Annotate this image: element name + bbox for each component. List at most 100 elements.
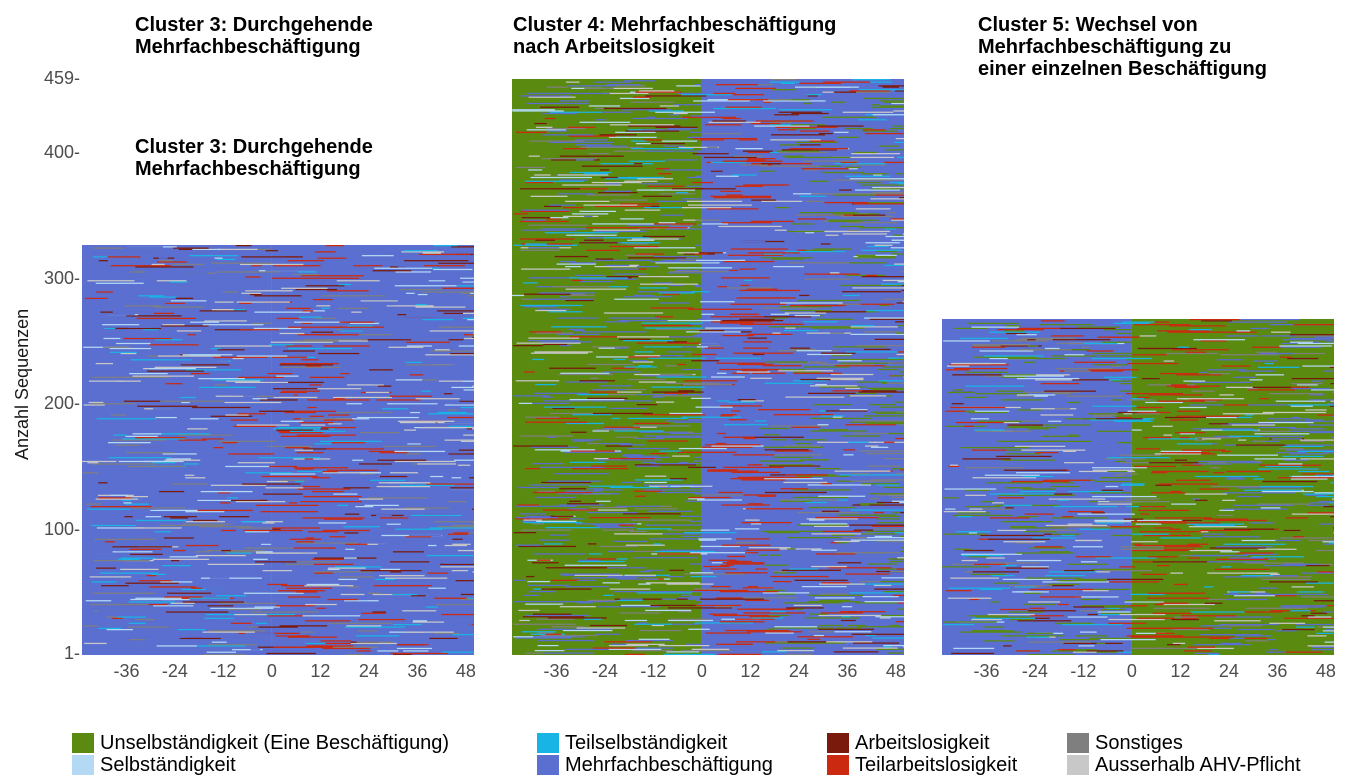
state-episode: [799, 459, 826, 461]
state-episode: [805, 617, 860, 619]
state-episode: [1040, 323, 1094, 325]
state-episode: [540, 466, 566, 469]
state-episode: [962, 457, 1011, 460]
state-episode: [158, 524, 224, 526]
state-episode: [327, 326, 384, 328]
state-episode: [1288, 404, 1310, 406]
state-episode: [628, 378, 666, 381]
state-episode: [779, 144, 803, 146]
state-episode: [950, 406, 1006, 408]
state-episode: [964, 549, 994, 551]
state-episode: [618, 578, 659, 580]
state-episode: [1002, 398, 1043, 401]
state-episode: [1322, 540, 1334, 543]
state-episode: [1066, 395, 1124, 397]
state-episode: [1260, 506, 1281, 509]
state-episode: [286, 587, 297, 589]
state-episode: [344, 557, 357, 559]
state-episode: [532, 553, 586, 555]
state-episode: [966, 371, 1008, 373]
state-episode: [250, 648, 261, 650]
state-episode: [522, 631, 556, 633]
state-episode: [379, 451, 408, 453]
state-episode: [991, 574, 1015, 576]
state-episode: [126, 465, 185, 467]
panel-title-cluster5: Cluster 5: Wechsel von Mehrfachbeschäfti…: [978, 14, 1267, 80]
state-episode: [703, 565, 730, 568]
state-episode: [1028, 427, 1050, 430]
state-episode: [1034, 378, 1072, 381]
state-episode: [169, 589, 205, 591]
state-episode: [180, 363, 230, 366]
state-episode: [767, 532, 799, 534]
state-episode: [793, 193, 820, 195]
state-episode: [690, 575, 717, 578]
state-episode: [1097, 503, 1132, 505]
state-episode: [644, 327, 703, 329]
state-episode: [879, 105, 904, 107]
state-episode: [401, 302, 432, 304]
state-episode: [239, 302, 252, 304]
state-episode: [205, 588, 230, 590]
state-episode: [652, 282, 673, 284]
state-episode: [98, 627, 121, 629]
state-episode: [1244, 562, 1304, 564]
state-episode: [1111, 380, 1151, 382]
state-episode: [1273, 420, 1334, 422]
state-episode: [549, 412, 605, 415]
state-episode: [205, 277, 227, 279]
state-episode: [748, 323, 793, 325]
state-episode: [691, 360, 720, 362]
state-episode: [1097, 613, 1125, 615]
state-episode: [285, 646, 345, 648]
state-episode: [862, 129, 886, 131]
state-episode: [235, 244, 252, 246]
state-episode: [611, 367, 635, 369]
state-episode: [217, 270, 280, 273]
state-episode: [1133, 543, 1143, 545]
state-episode: [943, 621, 997, 623]
state-episode: [651, 624, 664, 627]
state-episode: [345, 548, 355, 550]
state-episode: [686, 169, 728, 171]
state-episode: [551, 326, 607, 328]
state-episode: [641, 129, 691, 131]
state-episode: [280, 420, 304, 422]
state-episode: [882, 86, 899, 88]
state-episode: [1163, 434, 1173, 436]
state-episode: [460, 406, 474, 408]
state-episode: [254, 606, 280, 608]
state-episode: [633, 490, 663, 492]
state-episode: [695, 286, 716, 288]
legend-item-mehrfachbeschaeftigung: Mehrfachbeschäftigung: [537, 755, 773, 775]
state-episode: [1118, 473, 1138, 475]
state-episode: [1297, 383, 1318, 386]
state-episode: [1177, 346, 1189, 348]
state-episode: [1190, 381, 1253, 383]
state-episode: [770, 139, 821, 141]
state-episode: [1282, 334, 1334, 337]
state-episode: [176, 329, 202, 332]
state-episode: [887, 432, 904, 435]
state-episode: [237, 589, 287, 591]
state-episode: [892, 594, 904, 597]
state-episode: [468, 495, 474, 497]
state-episode: [677, 363, 687, 366]
state-episode: [515, 518, 570, 520]
state-episode: [735, 185, 763, 187]
state-episode: [1089, 491, 1146, 494]
state-episode: [1236, 329, 1251, 332]
state-episode: [1275, 539, 1302, 541]
state-episode: [1064, 461, 1094, 463]
state-episode: [685, 500, 737, 502]
state-episode: [943, 510, 986, 512]
state-episode: [1016, 333, 1037, 335]
state-episode: [413, 619, 427, 622]
state-episode: [875, 412, 904, 415]
state-episode: [542, 134, 594, 136]
state-episode: [461, 292, 474, 294]
state-episode: [294, 449, 314, 451]
state-episode: [105, 457, 114, 460]
state-episode: [811, 533, 875, 535]
state-episode: [1154, 452, 1201, 455]
